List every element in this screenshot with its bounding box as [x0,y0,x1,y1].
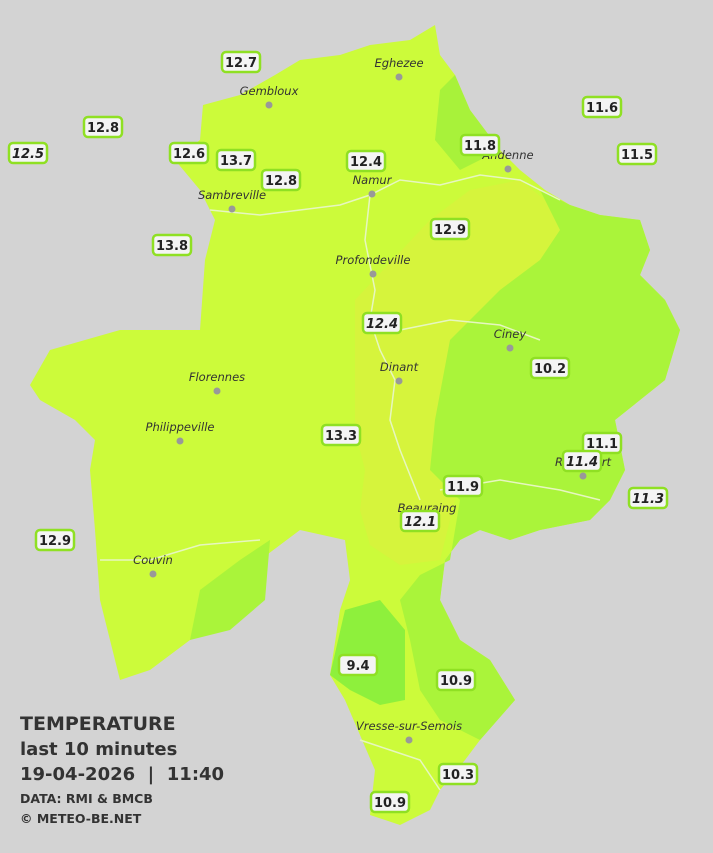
station-box [82,115,124,139]
station-box [581,431,623,455]
station-value: 11.6 [586,101,618,116]
station-value: 11.4 [566,455,598,470]
town-dot [579,472,587,480]
station-box [442,474,484,498]
town-label: Ciney [494,327,527,341]
legend-credit: © METEO-BE.NET [20,811,142,826]
station-box [320,423,362,447]
station-value: 12.9 [39,534,71,549]
station-box [581,95,623,119]
station-value: 10.2 [534,362,566,377]
station-box [437,762,479,786]
town-dot [504,165,512,173]
station-box [220,50,262,74]
town-label: Namur [353,173,393,187]
station-value: 10.9 [440,674,472,689]
town-dot [265,101,273,109]
station-value: 12.4 [366,317,398,332]
town-dot [506,344,514,352]
station-box [616,142,658,166]
station-value: 12.4 [350,155,382,170]
station-box [459,133,501,157]
station-value: 12.5 [12,147,44,162]
station-box [627,486,669,510]
legend-subtitle: last 10 minutes [20,739,177,760]
station-box [561,449,603,473]
station-value: 12.8 [87,121,119,136]
station-value: 11.9 [447,480,479,495]
station-value: 12.8 [265,174,297,189]
station-box [399,509,441,533]
station-box [34,528,76,552]
town-dot [395,377,403,385]
station-box [151,233,193,257]
station-box [361,311,403,335]
station-value: 10.9 [374,796,406,811]
legend-title: TEMPERATURE [20,713,176,735]
station-box [529,356,571,380]
town-dot [368,190,376,198]
town-dot [176,437,184,445]
town-label: Florennes [189,370,245,384]
town-label: Sambreville [198,188,266,202]
town-label: Profondeville [336,253,411,267]
legend: TEMPERATURE last 10 minutes 19-04-2026 |… [20,713,224,826]
station-box [7,141,49,165]
town-label: Couvin [133,553,173,567]
legend-source: DATA: RMI & BMCB [20,791,153,806]
station-value: 13.7 [220,154,252,169]
station-box [215,148,257,172]
station-value: 11.8 [464,139,496,154]
town-label: Gembloux [240,84,299,98]
rivers [100,174,601,791]
station-box [168,141,210,165]
station-value: 12.9 [434,223,466,238]
town-dot [395,73,403,81]
legend-datetime: 19-04-2026 | 11:40 [20,764,224,785]
station-value: 9.4 [346,659,369,674]
town-dot [228,205,236,213]
station-box [429,217,471,241]
station-box [337,653,379,677]
town-label: Philippeville [146,420,215,434]
town-dot [213,387,221,395]
town-label: Vresse-sur-Semois [356,719,462,733]
station-value: 10.3 [442,768,474,783]
station-value: 12.1 [404,515,436,530]
town-dot [149,570,157,578]
station-box [260,168,302,192]
town-dot [369,270,377,278]
station-value: 12.7 [225,56,257,71]
town-label: Eghezee [374,56,423,70]
station-value: 11.1 [586,437,618,452]
station-box [345,149,387,173]
station-value: 13.8 [156,239,188,254]
station-box [435,668,477,692]
station-value: 11.5 [621,148,653,163]
station-value: 11.3 [632,492,664,507]
station-value: 13.3 [325,429,357,444]
town-label: Dinant [380,360,419,374]
station-box [369,790,411,814]
town-dot [405,736,413,744]
station-value: 12.6 [173,147,205,162]
